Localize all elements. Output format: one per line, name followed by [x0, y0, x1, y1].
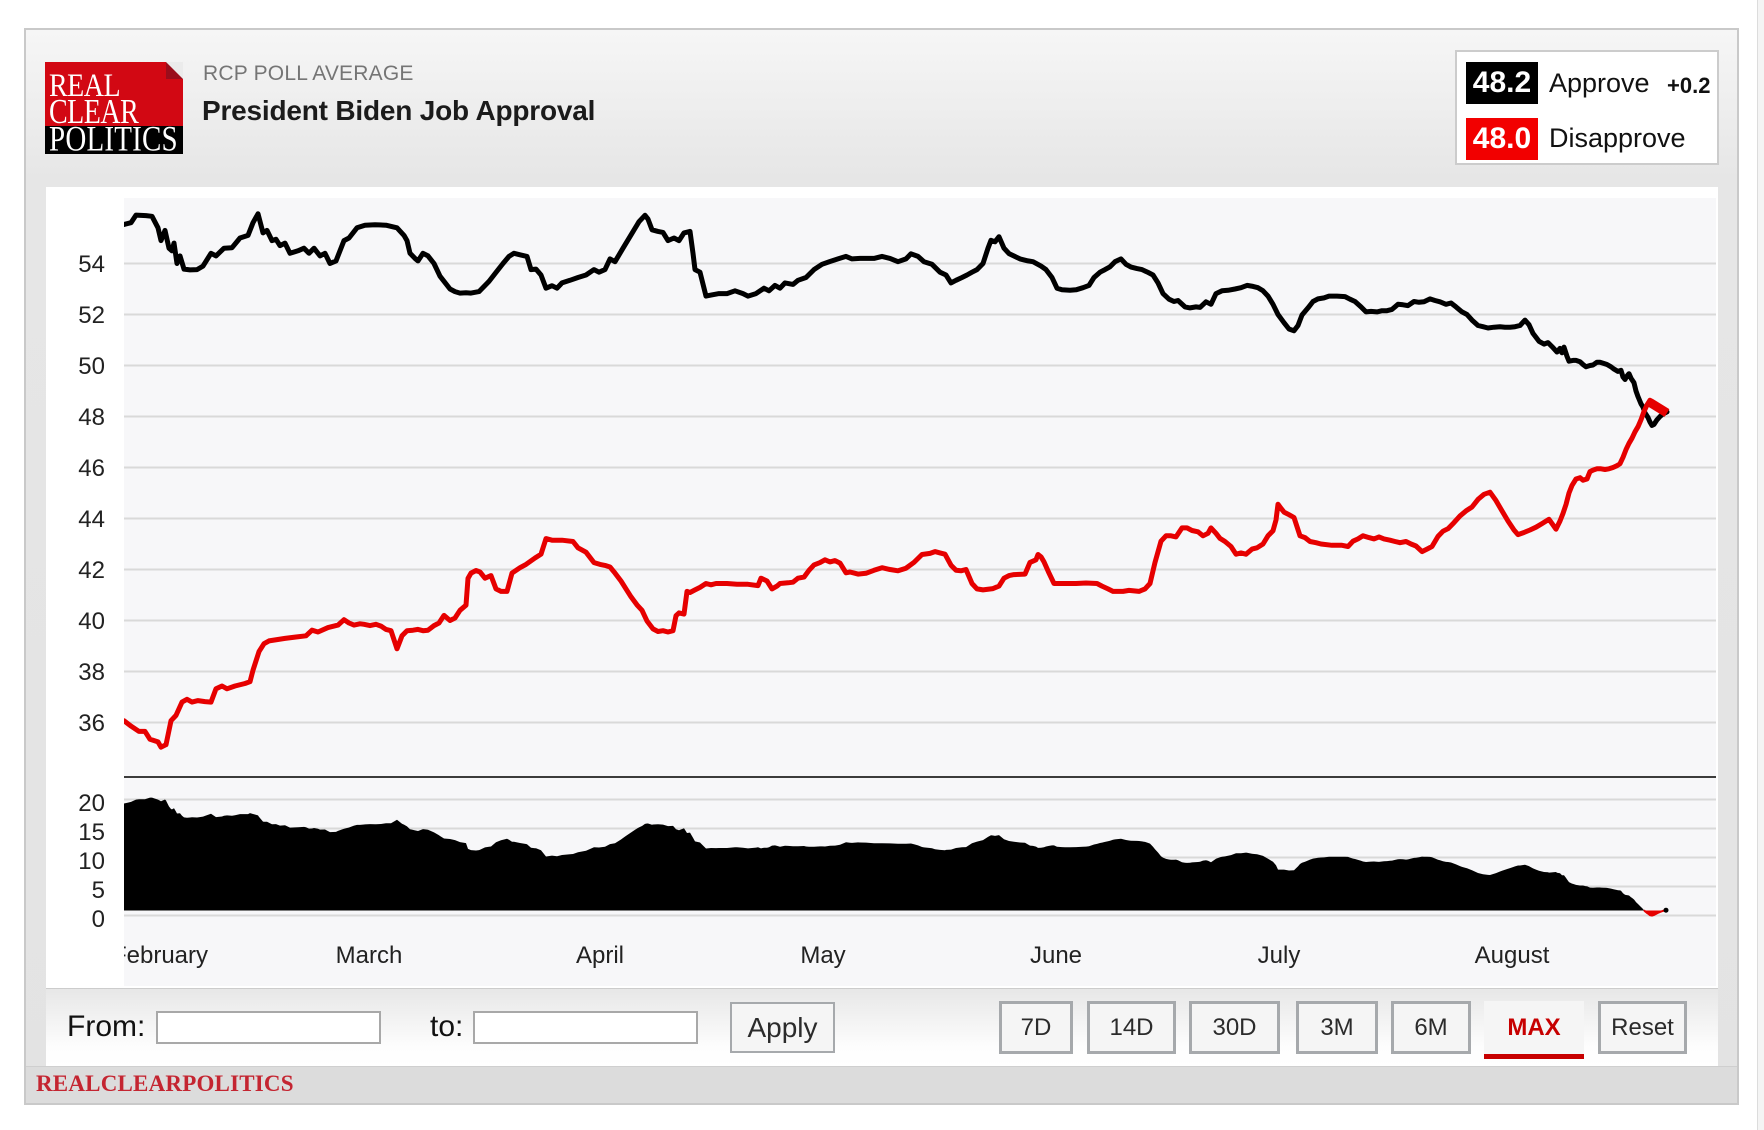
svg-text:50: 50 — [78, 353, 105, 380]
svg-text:40: 40 — [78, 608, 105, 635]
svg-text:38: 38 — [78, 659, 105, 686]
svg-text:20: 20 — [78, 790, 105, 817]
svg-text:July: July — [1258, 942, 1301, 969]
svg-text:April: April — [576, 942, 624, 969]
svg-text:15: 15 — [78, 819, 105, 846]
svg-text:March: March — [336, 942, 403, 969]
svg-text:54: 54 — [78, 251, 105, 278]
svg-text:52: 52 — [78, 302, 105, 329]
svg-text:August: August — [1475, 942, 1550, 969]
svg-text:5: 5 — [92, 877, 105, 904]
svg-text:0: 0 — [92, 906, 105, 933]
svg-text:42: 42 — [78, 557, 105, 584]
svg-text:February: February — [112, 942, 208, 969]
svg-text:36: 36 — [78, 710, 105, 737]
svg-text:48: 48 — [78, 404, 105, 431]
svg-text:46: 46 — [78, 455, 105, 482]
svg-text:May: May — [800, 942, 845, 969]
svg-text:44: 44 — [78, 506, 105, 533]
svg-text:June: June — [1030, 942, 1082, 969]
svg-text:10: 10 — [78, 848, 105, 875]
